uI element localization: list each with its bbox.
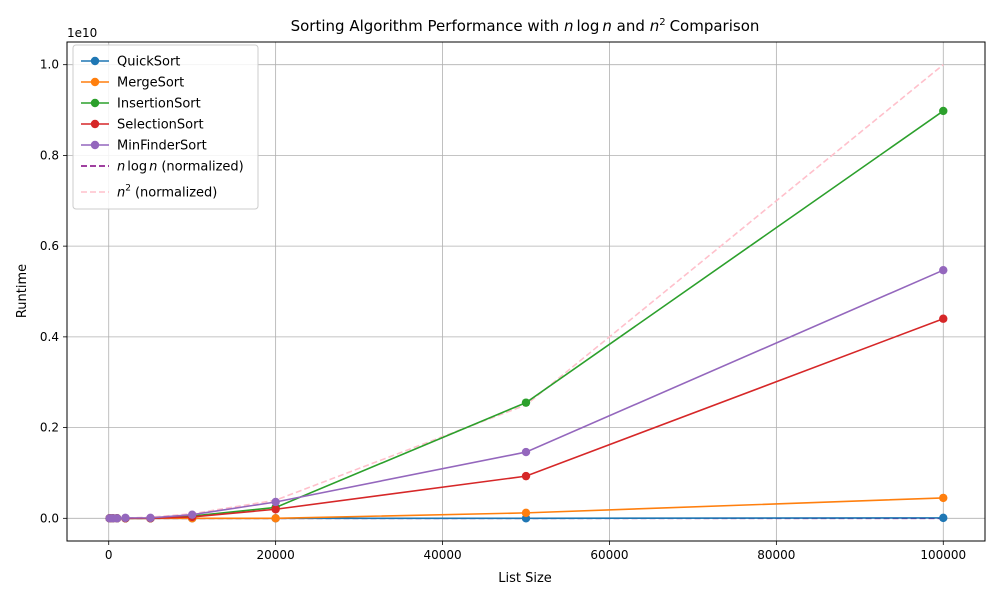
x-tick-label: 20000 <box>257 548 295 562</box>
data-point-minfindersort <box>271 497 280 507</box>
legend-marker <box>90 77 100 87</box>
y-tick-label: 1.0 <box>40 58 59 72</box>
data-point-mergesort <box>521 508 531 518</box>
series-line-minfindersort <box>109 269 944 520</box>
data-point-selectionsort <box>271 505 280 514</box>
data-point-mergesort <box>271 514 280 523</box>
legend-entry-quicksort: QuickSort <box>81 55 180 70</box>
title-log: log <box>577 17 600 35</box>
legend-entry-minfindersort: MinFinderSort <box>81 139 207 154</box>
title-and: and <box>617 17 645 35</box>
legend-label: InsertionSort <box>117 97 201 112</box>
data-point-quicksort <box>939 513 948 523</box>
data-point-minfindersort <box>121 513 130 523</box>
data-point-minfindersort <box>521 447 531 457</box>
data-point-minfindersort <box>112 514 122 523</box>
data-point-mergesort <box>939 493 948 503</box>
series-selectionsort <box>105 314 948 523</box>
legend-entry-n-squared: n2 (normalized) <box>81 184 217 201</box>
y-tick-label: 0.8 <box>40 148 59 162</box>
title-n3: n <box>650 17 660 35</box>
title-start: Sorting Algorithm Performance with <box>291 17 560 35</box>
legend-marker <box>90 140 100 150</box>
legend-entry-nlogn: n log n (normalized) <box>81 160 244 175</box>
y-axis-label: Runtime <box>15 264 30 318</box>
legend-label: QuickSort <box>117 55 180 70</box>
title-end: Comparison <box>670 17 760 35</box>
y-tick-label: 0.0 <box>40 511 59 525</box>
legend-box <box>72 44 259 210</box>
y-tick-label: 0.2 <box>40 421 59 435</box>
data-point-minfindersort <box>146 513 155 523</box>
chart-title: Sorting Algorithm Performance with n log n… <box>291 17 760 35</box>
x-ticks: 0 20000 40000 60000 80000 100000 <box>105 541 966 562</box>
data-point-minfindersort <box>187 510 197 519</box>
title-n2: n <box>602 17 612 35</box>
y-ticks: 0.0 0.2 0.4 0.6 0.8 1.0 <box>40 58 67 525</box>
legend: QuickSort MergeSort InsertionSort Selection… <box>72 44 259 210</box>
x-tick-label: 0 <box>105 548 113 562</box>
x-tick-label: 60000 <box>590 548 628 562</box>
legend-entry-mergesort: MergeSort <box>81 76 184 91</box>
data-point-selectionsort <box>521 471 531 481</box>
y-tick-label: 0.6 <box>40 239 59 253</box>
legend-marker <box>90 98 100 108</box>
x-tick-label: 40000 <box>423 548 461 562</box>
legend-label: MergeSort <box>117 76 184 91</box>
title-n1: n <box>564 17 574 35</box>
legend-marker <box>90 119 100 129</box>
y-offset-label: 1e10 <box>67 26 97 40</box>
legend-label: n2 (normalized) <box>117 184 217 201</box>
series-lines <box>105 106 948 523</box>
title-sup: 2 <box>659 17 665 28</box>
legend-entry-selectionsort: SelectionSort <box>81 118 204 133</box>
data-point-insertionsort <box>939 106 948 116</box>
data-point-minfindersort <box>939 265 948 275</box>
series-line-selectionsort <box>109 317 944 520</box>
x-tick-label: 80000 <box>757 548 795 562</box>
legend-label: MinFinderSort <box>117 139 207 154</box>
data-point-selectionsort <box>939 314 948 323</box>
series-minfindersort <box>105 265 948 523</box>
x-axis-label: List Size <box>498 571 552 586</box>
y-tick-label: 0.4 <box>40 330 59 344</box>
legend-marker <box>90 56 100 66</box>
plot-frame <box>66 41 986 542</box>
legend-label: n log n (normalized) <box>117 160 244 175</box>
x-tick-label: 100000 <box>920 548 966 562</box>
data-point-insertionsort <box>521 398 531 407</box>
legend-entry-insertionsort: InsertionSort <box>81 97 201 112</box>
legend-label: SelectionSort <box>117 118 204 133</box>
